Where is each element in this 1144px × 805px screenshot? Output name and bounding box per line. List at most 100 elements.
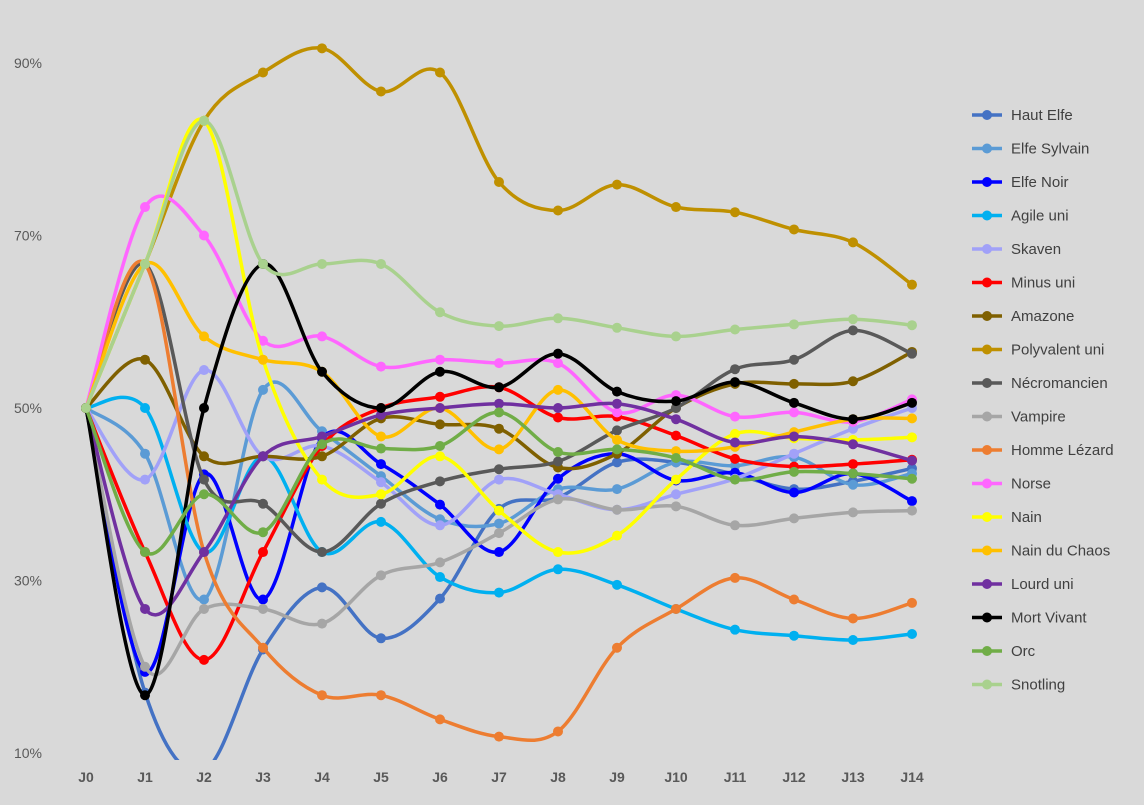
legend-label: Lourd uni (1011, 576, 1074, 593)
data-point (376, 570, 386, 581)
data-point (907, 473, 917, 484)
data-point (848, 376, 858, 387)
data-point (730, 377, 740, 388)
data-point (730, 411, 740, 422)
legend-swatch-marker (982, 311, 992, 321)
data-point (907, 279, 917, 290)
data-point (730, 437, 740, 448)
data-point (553, 313, 563, 324)
legend-swatch-marker (982, 277, 992, 288)
data-point (730, 624, 740, 635)
legend-swatch-marker (982, 445, 992, 455)
data-point (789, 378, 799, 389)
legend-label: Agile uni (1011, 208, 1069, 225)
legend-item: Homme Lézard (972, 442, 1114, 459)
plot-area (81, 43, 917, 760)
x-tick-label: J7 (491, 769, 507, 785)
y-tick-label: 90% (14, 55, 42, 71)
data-point (671, 202, 681, 213)
legend-item: Mort Vivant (972, 610, 1087, 627)
data-point (199, 115, 209, 126)
legend-item: Lourd uni (972, 576, 1074, 593)
data-point (907, 432, 917, 443)
x-tick-label: J4 (314, 769, 330, 785)
series-line (84, 46, 914, 410)
legend-label: Elfe Noir (1011, 174, 1069, 191)
data-point (907, 320, 917, 331)
data-point (494, 423, 504, 434)
x-tick-label: J11 (724, 769, 747, 785)
data-point (317, 331, 327, 342)
data-point (848, 613, 858, 624)
data-point (671, 446, 681, 457)
data-point (553, 564, 563, 575)
legend-label: Orc (1011, 643, 1036, 660)
data-point (612, 386, 622, 397)
series-necromancien (81, 258, 917, 558)
data-point (848, 423, 858, 434)
data-point (671, 501, 681, 512)
legend-item: Elfe Sylvain (972, 141, 1089, 158)
data-point (671, 430, 681, 441)
legend-swatch-marker (982, 646, 992, 656)
legend-label: Haut Elfe (1011, 107, 1073, 124)
legend-label: Polyvalent uni (1011, 342, 1104, 359)
data-point (258, 594, 268, 605)
data-point (317, 474, 327, 485)
data-point (317, 451, 327, 462)
x-tick-label: J12 (782, 769, 806, 785)
x-tick-label: J10 (664, 769, 688, 785)
data-point (907, 455, 917, 466)
data-point (907, 597, 917, 608)
data-point (730, 324, 740, 335)
x-tick-label: J8 (550, 769, 566, 785)
data-point (435, 391, 445, 402)
legend-item: Nain du Chaos (972, 543, 1110, 560)
data-point (199, 451, 209, 462)
legend-label: Vampire (1011, 409, 1066, 426)
legend-swatch-marker (982, 210, 992, 221)
legend-item: Orc (972, 643, 1036, 660)
data-point (258, 642, 268, 653)
data-point (553, 358, 563, 369)
legend-item: Amazone (972, 308, 1074, 325)
data-point (789, 354, 799, 365)
data-point (612, 444, 622, 455)
legend-label: Minus uni (1011, 275, 1075, 292)
data-point (730, 207, 740, 218)
x-tick-label: J9 (609, 769, 625, 785)
x-axis: J0 J1 J2 J3 J4 J5 J6 J7 J8 J9 J10 J11 J12 J13 J14 (78, 769, 924, 785)
data-point (435, 307, 445, 318)
legend-swatch-marker (982, 177, 992, 187)
legend-swatch-marker (982, 579, 992, 589)
data-point (494, 528, 504, 539)
data-point (848, 459, 858, 470)
data-point (376, 633, 386, 644)
data-point (612, 425, 622, 436)
data-point (317, 431, 327, 442)
legend-item: Minus uni (972, 275, 1075, 292)
y-tick-label: 10% (14, 745, 42, 761)
data-point (553, 473, 563, 484)
legend-item: Nain (972, 509, 1042, 526)
legend-swatch-marker (982, 244, 992, 254)
legend-swatch-marker (982, 143, 992, 154)
data-point (612, 642, 622, 653)
series-line (84, 259, 914, 743)
data-point (494, 547, 504, 558)
legend-label: Nécromancien (1011, 375, 1108, 392)
data-point (612, 322, 622, 333)
x-tick-label: J3 (255, 769, 271, 785)
data-point (435, 572, 445, 583)
data-point (376, 258, 386, 269)
data-point (376, 498, 386, 509)
x-tick-label: J5 (373, 769, 389, 785)
data-point (376, 403, 386, 413)
data-point (671, 603, 681, 614)
data-point (199, 654, 209, 665)
series-homme-lezard (81, 258, 917, 743)
data-point (199, 331, 209, 342)
legend-swatch-marker (982, 411, 992, 422)
data-point (140, 547, 150, 558)
